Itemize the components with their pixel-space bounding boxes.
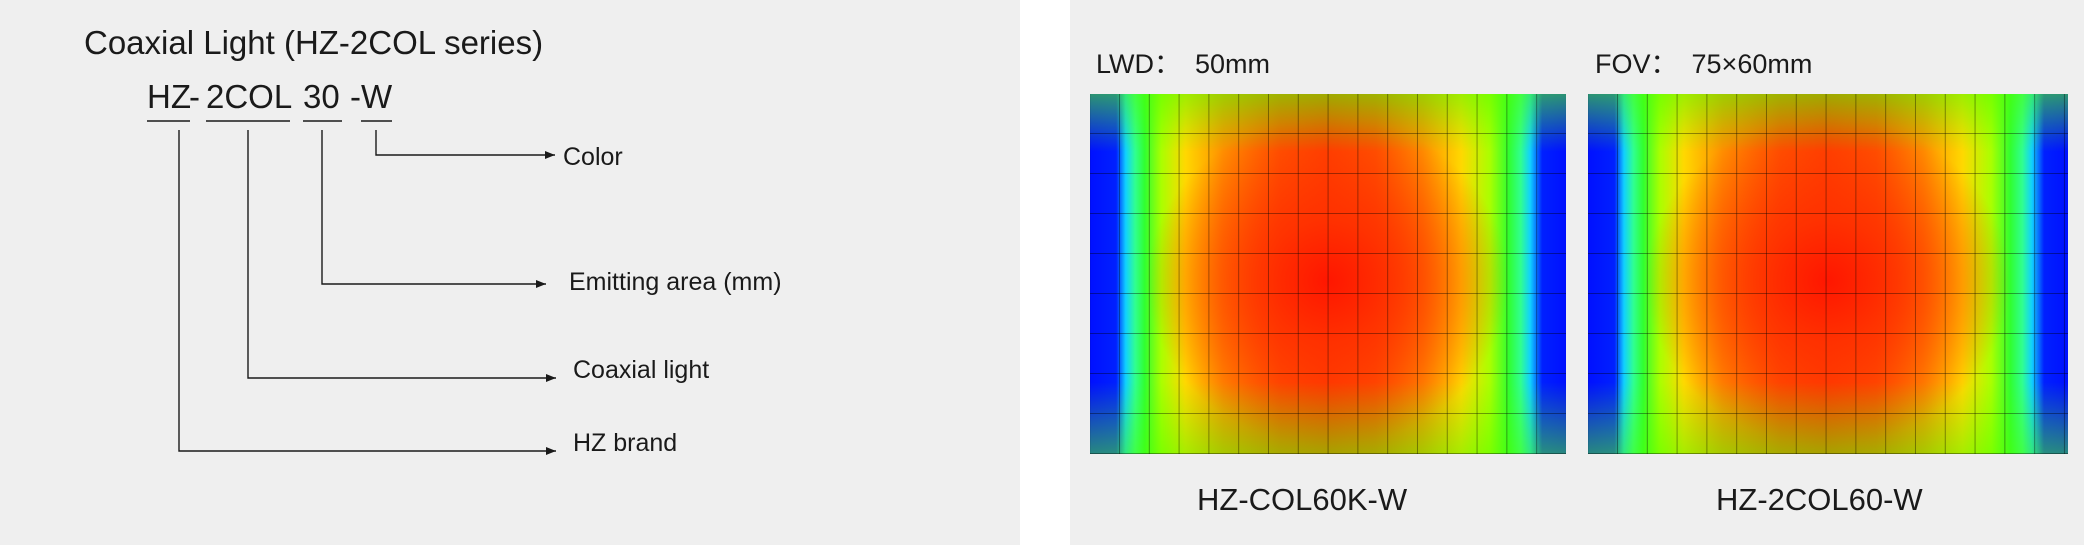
code-segment-color: -W — [350, 78, 393, 115]
image-caption-left: HZ-COL60K-W — [1197, 482, 1408, 517]
code-segment-size: 30 — [303, 78, 340, 115]
illumination-heatmap-right — [1588, 94, 2068, 454]
lwd-label: LWD — [1096, 49, 1154, 79]
code-segment-brand: HZ — [147, 78, 191, 115]
fov-caption: FOV： 75×60mm — [1595, 42, 1812, 81]
image-caption-right: HZ-2COL60-W — [1716, 482, 1923, 517]
description-color: Color — [563, 143, 623, 171]
connector-coaxial-light — [247, 130, 556, 382]
page-title: Coaxial Light (HZ-2COL series) — [84, 24, 544, 61]
description-brand: HZ brand — [573, 429, 678, 457]
fov-label: FOV — [1595, 49, 1651, 79]
fov-value: 75×60mm — [1691, 49, 1813, 79]
lwd-separator: ： — [1154, 49, 1181, 79]
lwd-caption: LWD： 50mm — [1096, 42, 1270, 81]
code-joiner: - — [189, 78, 200, 115]
connector-color — [375, 130, 555, 159]
code-segment-type: 2COL — [206, 78, 293, 115]
naming-connector-lines — [147, 120, 556, 455]
description-coaxial-light: Coaxial light — [573, 356, 710, 384]
lwd-value: 50mm — [1195, 49, 1271, 79]
connector-emitting-area — [321, 130, 546, 288]
illumination-heatmap-left — [1090, 94, 1566, 454]
fov-separator: ： — [1650, 49, 1678, 79]
description-emitting-area: Emitting area (mm) — [569, 268, 782, 296]
naming-diagram-panel: Coaxial Light (HZ-2COL series) HZ - 2COL… — [0, 0, 1020, 545]
connector-brand — [178, 130, 556, 455]
